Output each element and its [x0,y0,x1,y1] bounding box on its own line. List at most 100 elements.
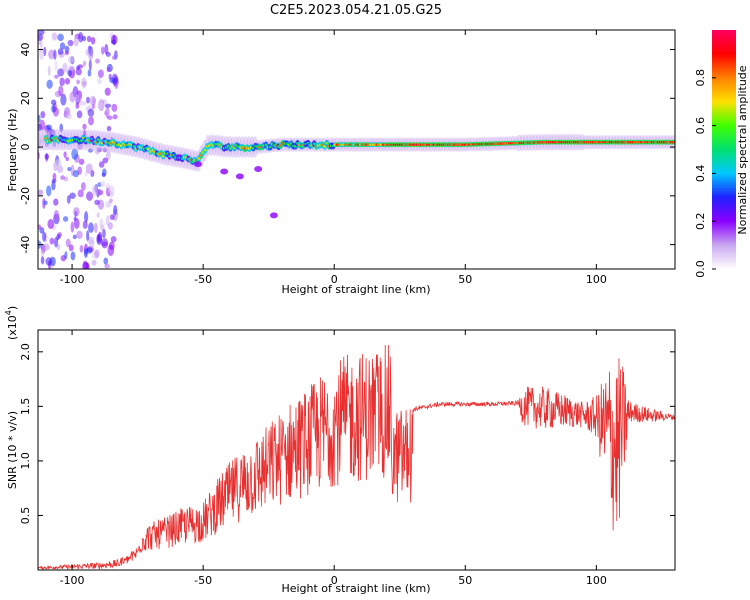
spectrogram-panel: -100 -50 0 50 100 -40 -20 0 20 40 Height of stra… [6,29,676,296]
spectrogram-noise-blob [83,60,87,67]
spectrogram-noise-blob [75,102,80,109]
x-tick-label: 100 [586,273,607,286]
snr-y-axis-label: SNR (10 * v/v) [6,411,19,489]
spectrogram-noise-blob [104,87,111,96]
spectrogram-noise-blob [107,244,115,257]
spectrogram-noise-blob [85,163,93,174]
spectrogram-noise-blob [101,238,109,249]
spectrogram-noise-blob [85,262,90,269]
spectrogram-noise-blob [46,185,52,197]
spectrogram-noise-blob [75,67,82,76]
spectrogram-noise-blob [91,104,95,110]
colorbar-ticks: 0.0 0.2 0.4 0.6 0.8 [694,69,716,278]
spectrogram-noise-blob [64,45,70,54]
spectrogram-noise-blob [65,156,69,162]
spectrogram-noise-blob [84,211,89,223]
spectrogram-noise-blob [101,172,106,177]
spectrogram-noise-blob [102,228,106,239]
spectrogram-noise-blob [40,111,46,119]
spectrogram-noise-blob [86,191,94,201]
x-tick-label: -100 [60,574,85,587]
colorbar-tick-label: 0.4 [694,165,707,183]
spectrogram-noise-blob [114,83,119,90]
spectrogram-noise-blob [97,77,103,85]
spectrogram-noise-blob [77,166,83,175]
colorbar-tick-label: 0.6 [694,117,707,135]
spectrogram-noise-blob [92,185,98,196]
spectrogram-noise-blob [42,231,47,242]
spectrogram-noise-blob [38,33,44,41]
spectrogram-noise-blob [89,239,95,248]
spectrogram-noise-blob [88,148,93,153]
colorbar: 0.0 0.2 0.4 0.6 0.8 Normalized spectral ampl… [694,30,749,278]
spectrogram-noise-blob [111,103,118,112]
spectrogram-noise-blob [113,204,118,216]
spectrogram-noise-blob [40,249,45,257]
spectrogram-noise-blob [64,51,69,56]
snr-y-multiplier-base: (x10 [6,315,19,340]
spectrogram-noise-blob [76,79,80,85]
spectrogram-noise-blob [43,200,48,206]
spectrogram-noise-blob [105,106,110,119]
spectrogram-noise-blob [109,198,113,203]
spectrogram-noise-blob [46,79,53,89]
spectrogram-noise-blob [49,237,55,245]
spectrogram-noise-blob [65,113,73,120]
spectrogram-noise-blob [99,181,106,188]
spectrogram-noise-blob [82,123,87,130]
spectrogram-noise-blob [83,248,88,259]
spectrogram-noise-blob [106,150,111,161]
spectrogram-noise-blob [53,209,60,222]
spectrogram-noise-blob [73,35,79,47]
figure-title: C2E5.2023.054.21.05.G25 [270,3,442,18]
spectrogram-noise-blob [78,158,85,165]
snr-panel: -100 -50 0 50 100 0.5 1.0 1.5 2.0 Height of str… [4,306,676,595]
x-tick-label: -100 [60,273,85,286]
snr-series-line [38,344,675,570]
spectrogram-noise-blob [102,157,109,164]
y-tick-label: -20 [19,187,32,205]
spectrogram-noise-blob [53,198,59,206]
x-tick-label: 0 [331,273,338,286]
spectrogram-noise-blob [107,222,113,230]
spectrogram-noise-blob [71,148,79,160]
spectrogram-noise-blob [109,214,115,221]
spectrogram-noise-blob [106,67,111,73]
spectrogram-image [38,30,675,269]
x-tick-label: 0 [331,574,338,587]
svg-text:(x104): (x104) [4,306,19,340]
spectrogram-noise-blob [57,232,63,237]
spectrogram-noise-blob [48,49,55,60]
spectrogram-noise-blob [69,192,76,200]
spectrogram-noise-blob [106,125,112,132]
spectrogram-noise-blob [39,138,43,144]
spectrogram-noise-blob [104,103,112,108]
spectrogram-noise-blob [51,180,56,191]
spectrogram-noise-blob [88,59,92,71]
spectrogram-noise-blob [56,165,64,174]
spectrogram-noise-blob [38,119,46,131]
snr-x-axis-label: Height of straight line (km) [281,582,430,595]
colorbar-tick-label: 0.8 [694,69,707,87]
snr-y-multiplier: (x104) [4,306,19,340]
spectrogram-noise-blob [43,243,50,251]
spectrogram-noise-blob [59,42,66,50]
spectrogram-noise-blob [72,234,77,240]
spectrogram-noise-blob [54,236,59,248]
spectrogram-blob [220,168,229,175]
spectrogram-noise-blob [96,212,100,219]
colorbar-label: Normalized spectral amplitude [736,65,749,234]
spectrogram-noise-blob [54,159,62,168]
spectrogram-halo [38,128,41,151]
spectrogram-noise-blob [60,93,67,106]
spectrogram-noise-blob [62,62,68,73]
spectrogram-noise-blob [108,185,115,195]
spectrogram-noise-blob [102,147,107,153]
spectrogram-noise-blob [112,55,116,61]
colorbar-scale [712,30,736,269]
spectrogram-noise-blob [40,256,45,265]
spectrogram-noise-blob [88,116,94,126]
spectrogram-noise-blob [66,195,71,204]
spectrogram-blob [269,212,278,219]
y-tick-label: -40 [19,236,32,254]
